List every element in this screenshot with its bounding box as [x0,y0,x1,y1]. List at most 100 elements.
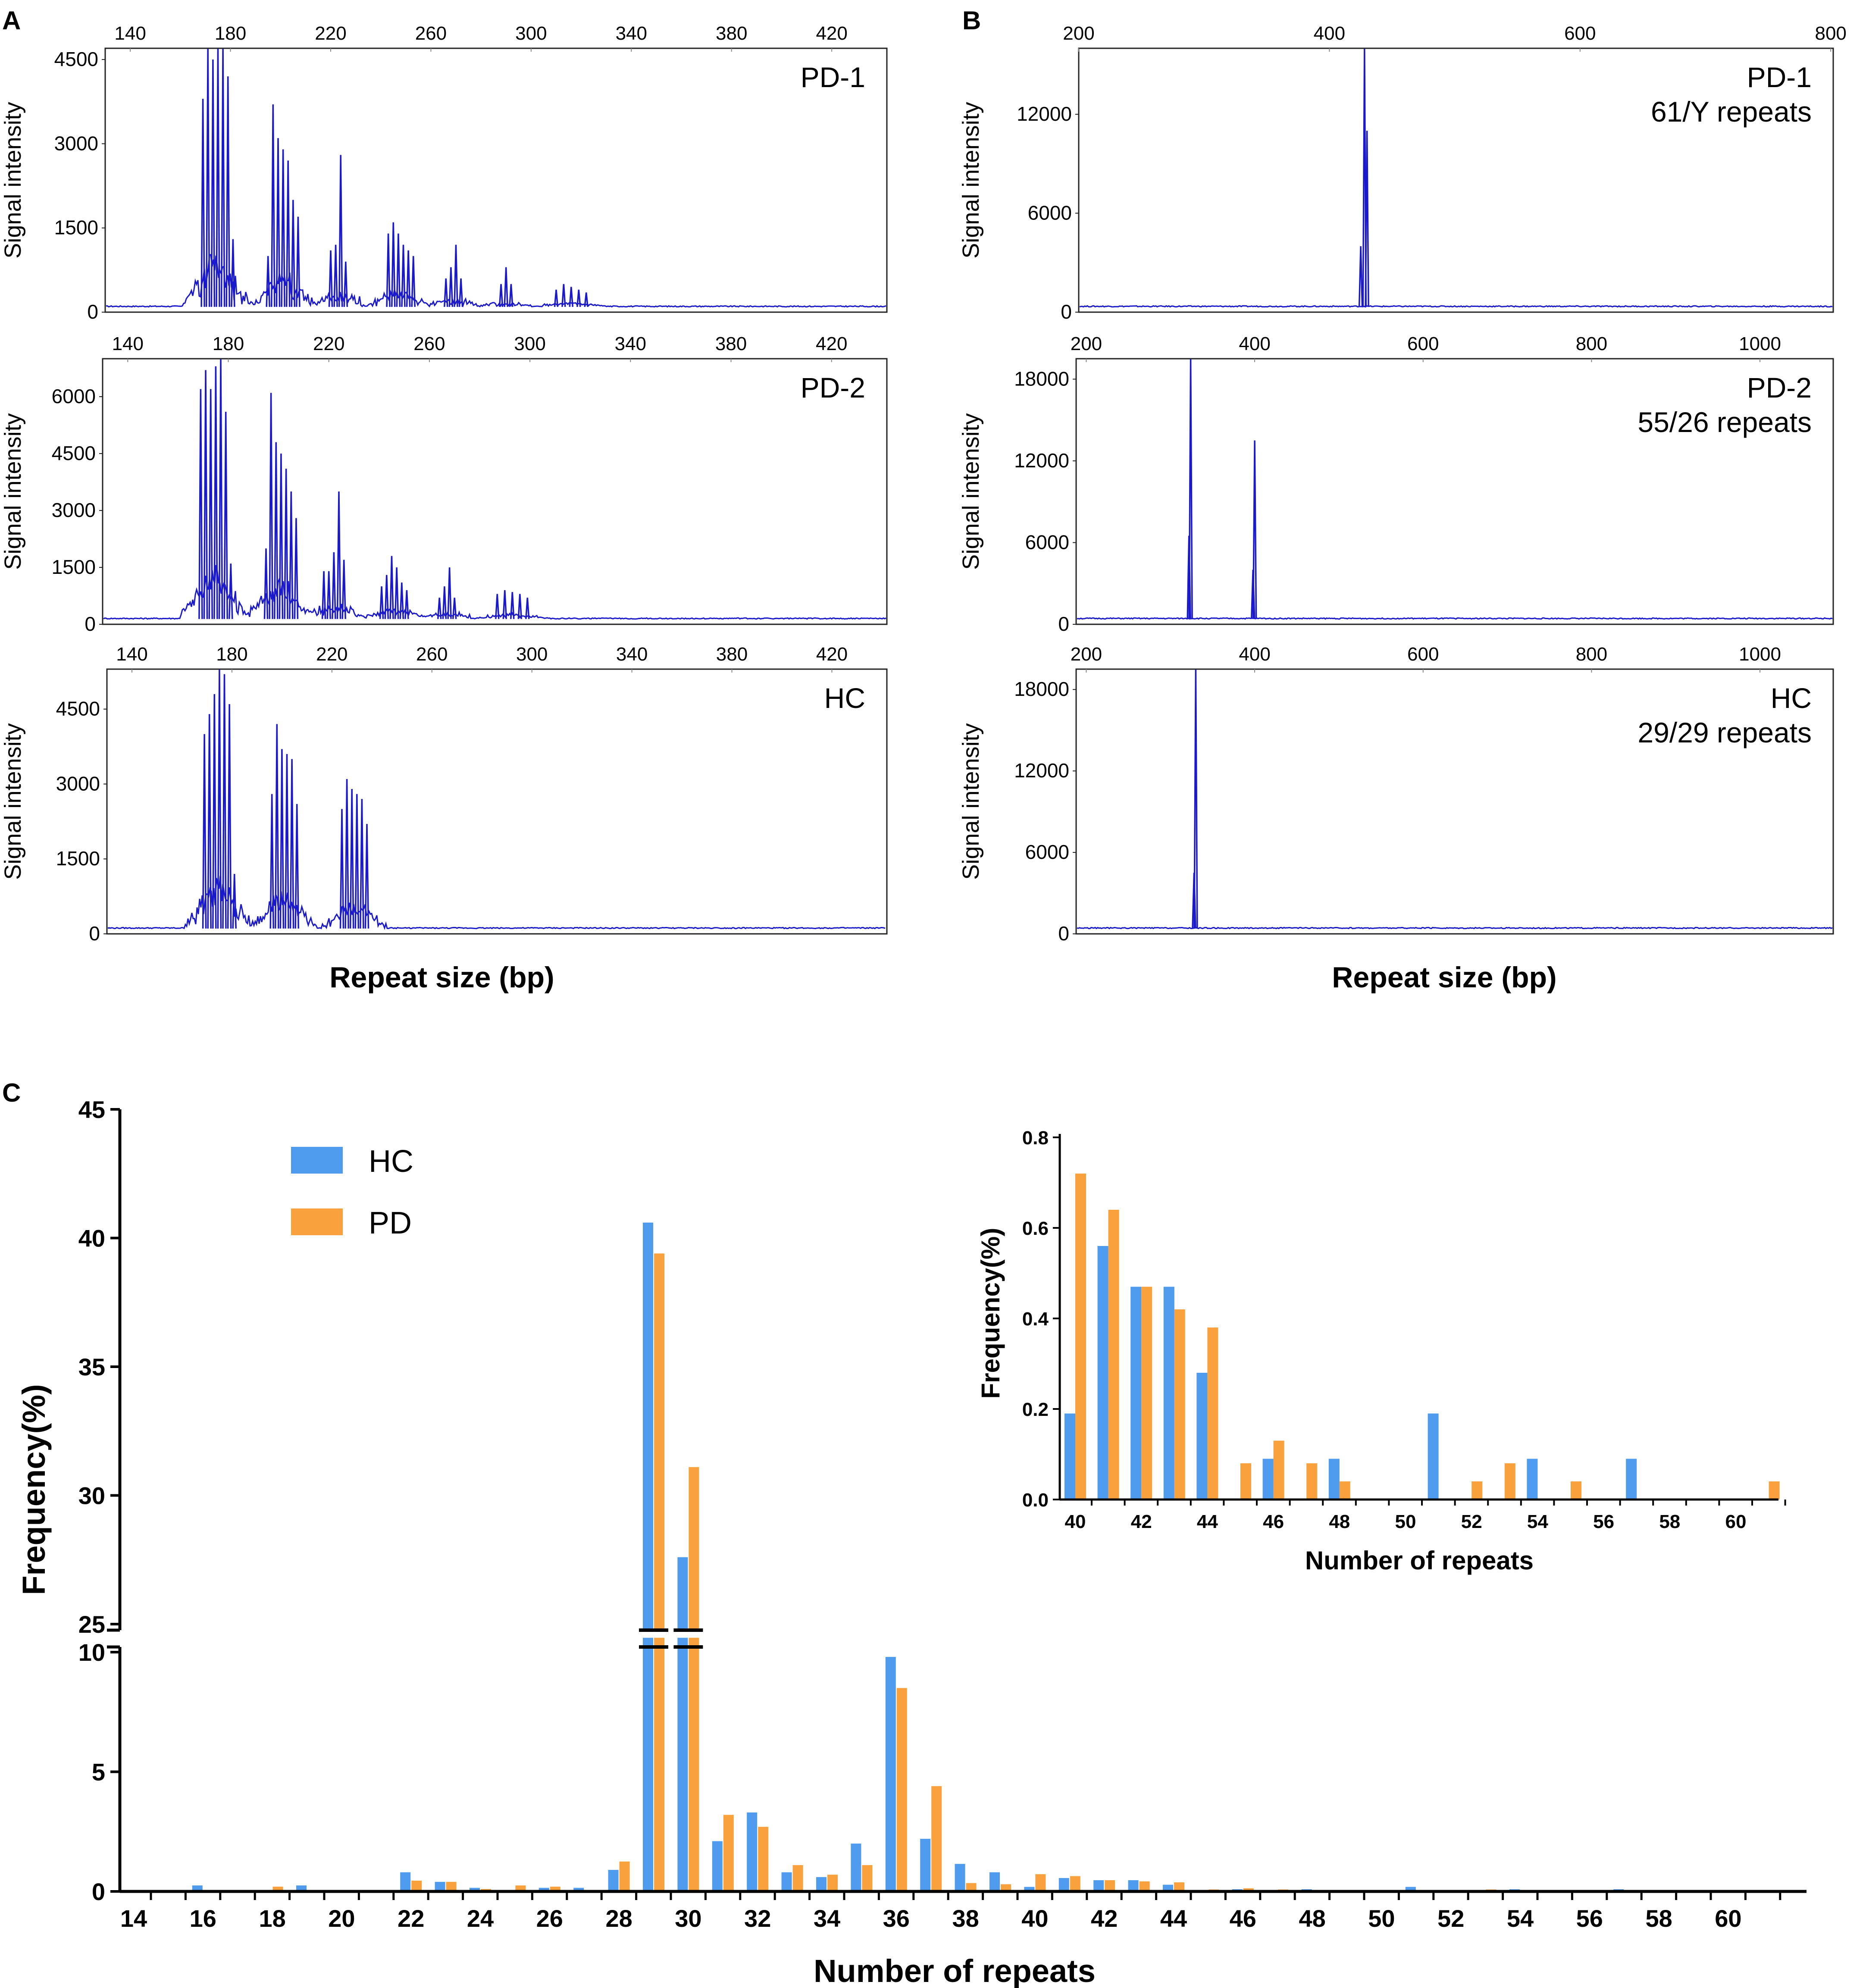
panela-pd-2: 140 180 220 260 300 340 380 420 0 1500 3000 4500 600… [0,333,888,635]
inset-x-tick-54: 54 [1527,1511,1548,1532]
bar-pd-43 [1139,1881,1150,1891]
panela-pd-2-x-tick-220: 220 [313,333,344,354]
bar-hc-36 [885,1657,896,1891]
panela-pd-1: 140 180 220 260 300 340 380 420 0 1500 3000 4500 Sig… [0,23,888,323]
panela-pd-2-peak-5 [223,412,228,619]
bar-pd-29-upper [654,1253,664,1630]
panela-pd-2-peak-29 [495,594,500,619]
inset-x-tick-46: 46 [1263,1511,1284,1532]
x-tick-26: 26 [536,1905,563,1932]
panela-pd-2-peak-7 [263,548,269,619]
bar-pd-40 [1035,1874,1046,1891]
panelb-pd-1-peak-2 [1365,131,1369,307]
panelb-pd-2-peak-1 [1188,359,1193,619]
panela-hc-y-tick-4500: 4500 [56,698,100,720]
panelb-pd-2-peak-3 [1252,440,1257,619]
panelb-pd-1-repeats: 61/Y repeats [1651,96,1812,128]
panela-pd-2-peak-14 [321,571,326,619]
panelb-hc-x-tick-800: 800 [1576,644,1607,665]
bar-pd-18 [272,1886,283,1891]
panela-pd-1-y-tick-4500: 4500 [54,48,98,70]
panela-pd-2-peak-9 [274,442,279,619]
panela-hc-peak-13 [339,809,344,929]
y-tick-45: 45 [78,1096,105,1123]
panela-pd-1-x-tick-420: 420 [816,23,847,44]
inset-bar-pd-40 [1075,1174,1086,1500]
x-tick-50: 50 [1368,1905,1395,1932]
panelb-pd-2-frame [1075,358,1834,625]
panela-pd-1-peak-19 [391,222,396,307]
bar-hc-26 [539,1888,549,1891]
panela-hc-peak-9 [279,749,285,929]
inset-bar-hc-44 [1196,1373,1208,1500]
panelb-pd-1: 200 400 600 800 0 6000 12000 Signal intensity PD… [958,23,1847,323]
panela-pd-2-peak-1 [203,370,208,619]
bar-pd-31 [723,1815,734,1891]
x-tick-40: 40 [1021,1905,1048,1932]
bar-hc-32 [747,1812,758,1891]
panela-pd-2-x-tick-380: 380 [715,333,747,354]
panelb-pd-1-sample-name: PD-1 [1747,61,1812,93]
panela-hc-x-tick-220: 220 [316,644,348,665]
x-tick-46: 46 [1230,1905,1256,1932]
bar-pd-37 [931,1786,942,1891]
panelb-hc-sample-name: HC [1771,682,1812,714]
bar-hc-31 [712,1841,723,1891]
legend-label-pd: PD [369,1206,412,1240]
x-tick-32: 32 [744,1905,771,1932]
panelb-hc-x-tick-600: 600 [1407,644,1439,665]
panela-pd-1-peak-35 [584,292,589,307]
panela-hc-baseline [107,875,886,930]
panelb-hc-repeats: 29/29 repeats [1637,717,1812,748]
panela-hc-peak-18 [364,824,369,929]
bar-hc-43 [1128,1880,1139,1891]
panela-pd-1-y-tick-3000: 3000 [54,132,98,154]
panela-pd-2-frame [102,358,888,625]
inset-bar-hc-43 [1163,1287,1174,1500]
panelb-pd-2-y-axis-label: Signal intensity [958,413,984,570]
x-tick-44: 44 [1160,1905,1187,1932]
bar-pd-42 [1105,1880,1115,1891]
panela-pd-2-x-tick-340: 340 [615,333,646,354]
panela-pd-1-peak-27 [458,278,463,307]
panelb-hc-frame [1075,668,1834,935]
inset-x-tick-58: 58 [1659,1511,1680,1532]
panela-hc-peak-14 [344,779,349,929]
panela-pd-2-sample-name: PD-2 [801,372,865,404]
x-tick-14: 14 [120,1905,147,1932]
bar-hc-34 [816,1877,827,1891]
panela-pd-1-peak-8 [271,104,276,307]
panela-hc-peak-11 [289,759,294,929]
panela-pd-1-peak-11 [285,160,291,307]
panelb-pd-2-x-tick-1000: 1000 [1739,333,1781,354]
panelb-pd-2-y-tick-18000: 18000 [1014,367,1069,390]
panela-pd-2-x-tick-260: 260 [413,333,445,354]
inset-bar-pd-61 [1769,1481,1780,1500]
panelb-hc: 200 400 600 800 1000 0 6000 12000 18000 Signal in… [958,644,1834,945]
bar-hc-41 [1058,1878,1069,1891]
panel-label-c: C [2,1078,21,1107]
inset-y-tick-0.4: 0.4 [1022,1309,1049,1330]
panel-label-a: A [2,6,21,35]
inset-bar-pd-41 [1108,1210,1119,1500]
bar-hc-28 [608,1870,619,1891]
inset-x-tick-48: 48 [1329,1511,1350,1532]
bar-hc-38 [955,1864,965,1891]
panelb-pd-1-peak-0 [1358,246,1363,307]
panela-pd-1-peak-10 [281,149,285,307]
panela-hc-x-tick-380: 380 [716,644,748,665]
panela-pd-2-y-tick-0: 0 [85,613,96,635]
bar-pd-35 [862,1865,873,1891]
panela-pd-1-x-tick-300: 300 [515,23,547,44]
inset-x-tick-44: 44 [1197,1511,1218,1532]
bar-hc-22 [400,1872,411,1891]
panela-pd-1-baseline [106,254,886,308]
panela-pd-1-peak-0 [200,99,205,307]
inset-bar-pd-48 [1339,1481,1350,1500]
panelb-pd-2-repeats: 55/26 repeats [1637,406,1812,438]
panel-c-inset: 0.0 0.2 0.4 0.6 0.8 40 42 44 46 48 50 52 54 56 58 60 Num… [976,1127,1786,1575]
panela-pd-2-peak-24 [404,590,409,619]
panela-pd-1-peak-15 [333,244,338,307]
inset-bar-hc-46 [1262,1459,1274,1500]
